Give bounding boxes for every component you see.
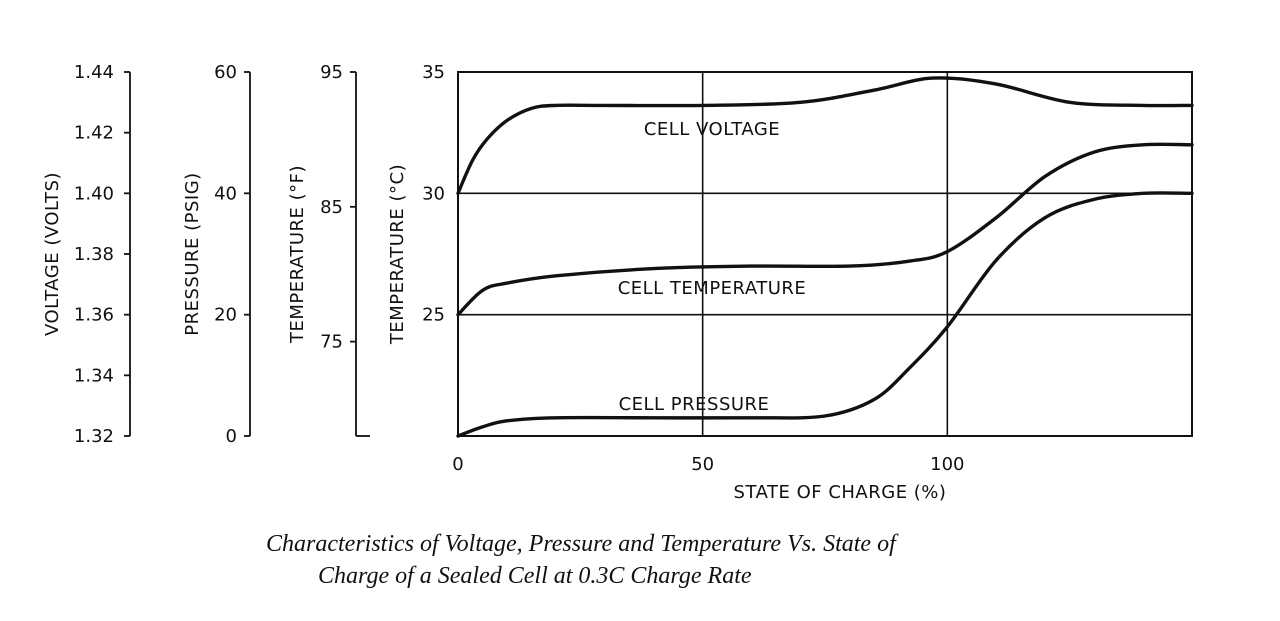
x-tick-label: 100	[930, 454, 964, 475]
temp_f-tick-label: 95	[320, 62, 343, 83]
series-labels: CELL VOLTAGE CELL TEMPERATURE CELL PRESSUR…	[618, 119, 807, 415]
temp_f-axis-title: TEMPERATURE (°F)	[287, 165, 308, 344]
voltage-tick-label: 1.38	[74, 244, 114, 265]
temp_c-tick-label: 30	[422, 183, 445, 204]
voltage-tick-label: 1.44	[74, 62, 114, 83]
plot-area	[457, 71, 1193, 437]
cell-pressure-line	[456, 191, 1194, 438]
temp_c-tick-label: 25	[422, 305, 445, 326]
cell-pressure-label: CELL PRESSURE	[619, 394, 770, 415]
temp_c-tick-label: 35	[422, 62, 445, 83]
voltage-tick-label: 1.42	[74, 123, 114, 144]
chart-caption-line-1: Characteristics of Voltage, Pressure and…	[266, 531, 896, 557]
gridlines	[458, 72, 1192, 436]
pressure-tick-label: 60	[214, 62, 237, 83]
pressure-tick-label: 0	[226, 426, 237, 447]
x-tick-label: 0	[452, 454, 463, 475]
voltage-tick-label: 1.34	[74, 365, 114, 386]
pressure-tick-label: 40	[214, 183, 237, 204]
x-tick-label: 50	[691, 454, 714, 475]
cell-voltage-line	[456, 76, 1194, 195]
chart-caption-line-2: Charge of a Sealed Cell at 0.3C Charge R…	[318, 563, 752, 589]
series-lines	[456, 76, 1194, 438]
axes: 0 50 100 STATE OF CHARGE (%) 1.44 1.42 1.40 1.3…	[42, 62, 965, 503]
voltage-tick-label: 1.40	[74, 183, 114, 204]
x-axis-title: STATE OF CHARGE (%)	[734, 482, 947, 503]
voltage-tick-label: 1.32	[74, 426, 114, 447]
plot-frame	[457, 71, 1193, 437]
voltage-axis-title: VOLTAGE (VOLTS)	[42, 172, 63, 336]
temp_c-axis-title: TEMPERATURE (°C)	[387, 164, 408, 345]
temp_f-tick-label: 75	[320, 332, 343, 353]
cell-voltage-label: CELL VOLTAGE	[644, 119, 780, 140]
voltage-tick-label: 1.36	[74, 305, 114, 326]
pressure-axis-title: PRESSURE (PSIG)	[182, 172, 203, 335]
cell-temperature-label: CELL TEMPERATURE	[618, 278, 807, 299]
temp_f-tick-label: 85	[320, 197, 343, 218]
cell-temperature-line	[456, 142, 1194, 317]
pressure-tick-label: 20	[214, 305, 237, 326]
